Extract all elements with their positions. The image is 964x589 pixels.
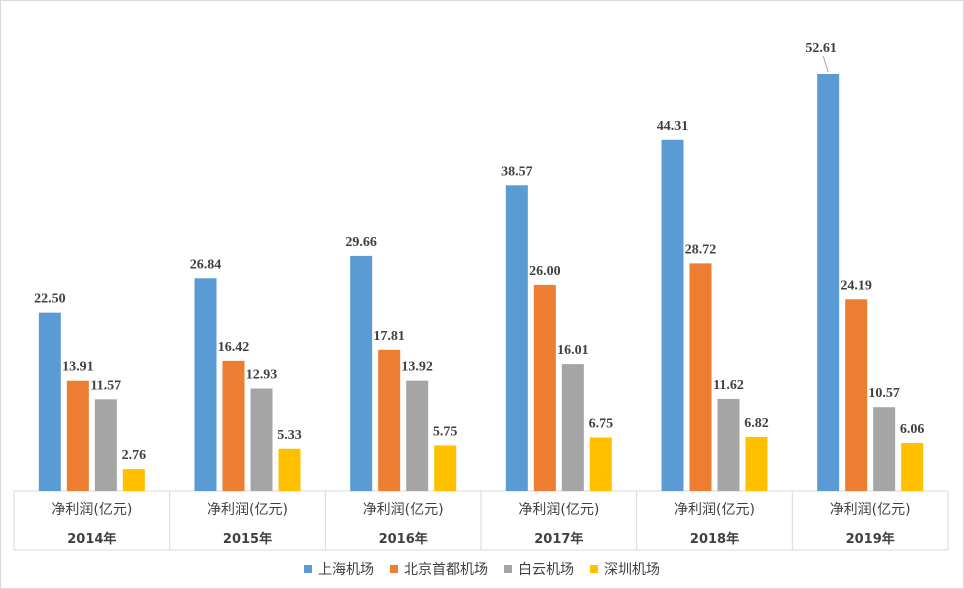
bar-2-1: [66, 380, 89, 491]
year-label: 2018年: [690, 531, 739, 547]
legend-swatch: [504, 565, 512, 573]
data-label: 22.50: [34, 292, 66, 307]
bar-4-3: [434, 445, 457, 491]
bar-4-4: [589, 437, 612, 491]
data-label: 11.57: [90, 378, 121, 393]
data-label: 52.61: [805, 41, 837, 56]
year-label: 2017年: [534, 531, 583, 547]
data-label: 24.19: [840, 278, 872, 293]
bar-2-3: [378, 349, 401, 491]
year-label: 2014年: [67, 531, 116, 547]
bar-3-6: [873, 407, 896, 491]
data-label: 17.81: [373, 329, 405, 344]
data-label: 6.82: [744, 416, 769, 431]
data-label: 16.01: [557, 343, 589, 358]
bar-4-6: [901, 442, 924, 491]
year-label: 2016年: [379, 531, 428, 547]
bar-1-4: [505, 185, 528, 491]
bar-3-2: [250, 388, 273, 491]
data-label: 10.57: [868, 386, 900, 401]
category-label: 净利润(亿元): [518, 502, 599, 518]
bar-1-5: [661, 139, 684, 491]
data-label: 13.92: [401, 360, 433, 375]
data-label: 13.91: [62, 360, 94, 375]
data-label-leader-line: [822, 55, 829, 73]
data-label: 12.93: [246, 368, 278, 383]
data-label: 11.62: [713, 378, 744, 393]
data-label: 26.84: [190, 257, 222, 272]
bar-2-4: [533, 284, 556, 491]
data-label: 28.72: [685, 242, 717, 257]
bar-3-5: [717, 398, 740, 491]
bar-2-6: [845, 299, 868, 491]
data-label: 2.76: [122, 448, 147, 463]
category-label: 净利润(亿元): [207, 502, 288, 518]
data-label: 6.06: [900, 422, 925, 437]
legend-swatch: [390, 565, 398, 573]
data-label: 6.75: [589, 416, 614, 431]
data-label: 5.75: [433, 424, 458, 439]
category-label: 净利润(亿元): [674, 502, 755, 518]
legend-label: 北京首都机场: [404, 562, 488, 578]
bar-3-1: [94, 399, 117, 491]
data-label: 26.00: [529, 264, 561, 279]
bar-2-5: [689, 263, 712, 491]
data-label: 38.57: [501, 164, 533, 179]
category-label: 净利润(亿元): [363, 502, 444, 518]
bar-4-1: [122, 469, 145, 491]
legend-label: 上海机场: [318, 562, 374, 578]
category-label: 净利润(亿元): [830, 502, 911, 518]
legend-label: 深圳机场: [604, 562, 660, 578]
data-label: 5.33: [277, 428, 302, 443]
legend-swatch: [590, 565, 598, 573]
bar-4-5: [745, 436, 768, 491]
legend-label: 白云机场: [518, 562, 574, 578]
bar-3-4: [561, 364, 584, 491]
bar-3-3: [406, 380, 429, 491]
bar-1-2: [194, 278, 217, 491]
legend-swatch: [304, 565, 312, 573]
category-label: 净利润(亿元): [51, 502, 132, 518]
data-label: 44.31: [657, 119, 689, 134]
bar-1-6: [817, 74, 840, 491]
year-label: 2015年: [223, 531, 272, 547]
data-label: 29.66: [345, 235, 377, 250]
bar-1-3: [350, 255, 373, 491]
bar-4-2: [278, 448, 301, 491]
year-label: 2019年: [846, 531, 895, 547]
bar-2-2: [222, 360, 245, 491]
bar-1-1: [38, 312, 61, 491]
data-label: 16.42: [218, 340, 250, 355]
